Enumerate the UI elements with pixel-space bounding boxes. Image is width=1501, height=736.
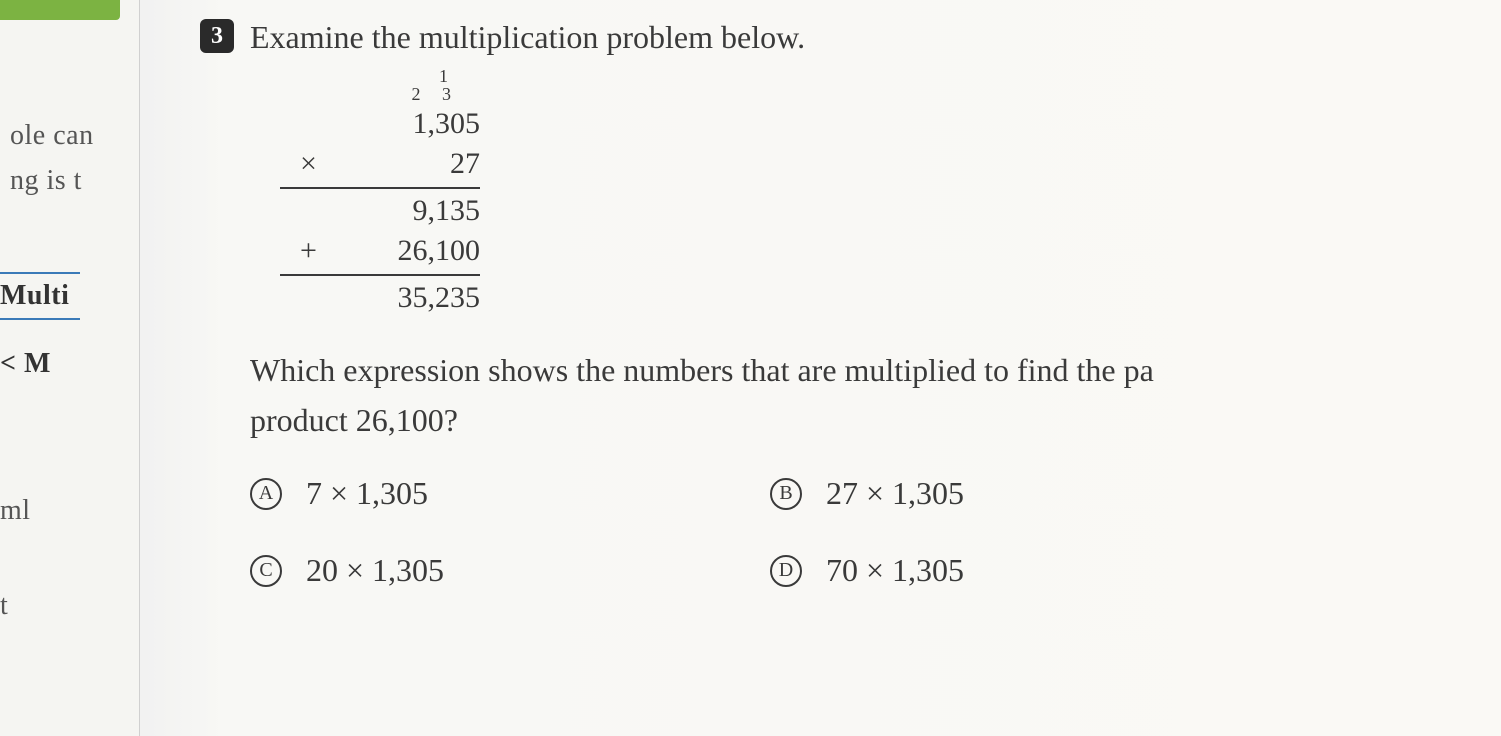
partial-product-1: 9,135: [280, 187, 480, 232]
option-text-b: 27 × 1,305: [826, 475, 964, 512]
left-page-fragment: ole can ng is t Multi < M ml t: [0, 0, 140, 736]
answer-options: A 7 × 1,305 B 27 × 1,305 C 20 × 1,305 D …: [250, 475, 1481, 589]
option-letter-a: A: [250, 478, 282, 510]
fragment-text: < M: [0, 348, 51, 380]
fragment-text: ng is t: [10, 165, 82, 197]
multiplicand: 1,305: [280, 104, 480, 145]
fragment-text: ml: [0, 495, 31, 527]
fragment-text: t: [0, 590, 8, 622]
partial-product-2-row: + 26,100: [280, 231, 480, 272]
fragment-text: ole can: [10, 120, 94, 152]
multiply-sign: ×: [300, 144, 317, 185]
green-session-tab: [0, 0, 120, 20]
sub-question-line1: Which expression shows the numbers that …: [250, 352, 1154, 388]
option-letter-c: C: [250, 555, 282, 587]
sub-question: Which expression shows the numbers that …: [250, 346, 1481, 445]
partial-product-2: 26,100: [398, 234, 481, 267]
option-letter-b: B: [770, 478, 802, 510]
carry-digit: 1: [439, 66, 450, 86]
carry-digit: 3: [442, 84, 453, 104]
question-prompt: Examine the multiplication problem below…: [250, 15, 805, 60]
option-a[interactable]: A 7 × 1,305: [250, 475, 770, 512]
option-text-d: 70 × 1,305: [826, 552, 964, 589]
multiplication-work: 1 2 3 1,305 × 27 9,135 + 26,100 35,235: [280, 68, 480, 319]
multiplier: 27: [450, 147, 480, 180]
option-c[interactable]: C 20 × 1,305: [250, 552, 770, 589]
option-text-c: 20 × 1,305: [306, 552, 444, 589]
option-letter-d: D: [770, 555, 802, 587]
multiplier-row: × 27: [280, 144, 480, 185]
final-product: 35,235: [280, 274, 480, 319]
question-number-badge: 3: [200, 19, 234, 53]
question-content: 3 Examine the multiplication problem bel…: [200, 15, 1481, 589]
option-text-a: 7 × 1,305: [306, 475, 428, 512]
fragment-text: Multi: [0, 272, 80, 320]
carry-digit: 2: [412, 84, 423, 104]
carry-digits-row2: 2 3: [280, 86, 480, 104]
sub-question-line2: product 26,100?: [250, 402, 458, 438]
option-d[interactable]: D 70 × 1,305: [770, 552, 1290, 589]
question-header: 3 Examine the multiplication problem bel…: [200, 15, 1481, 60]
plus-sign: +: [300, 231, 317, 272]
option-b[interactable]: B 27 × 1,305: [770, 475, 1290, 512]
